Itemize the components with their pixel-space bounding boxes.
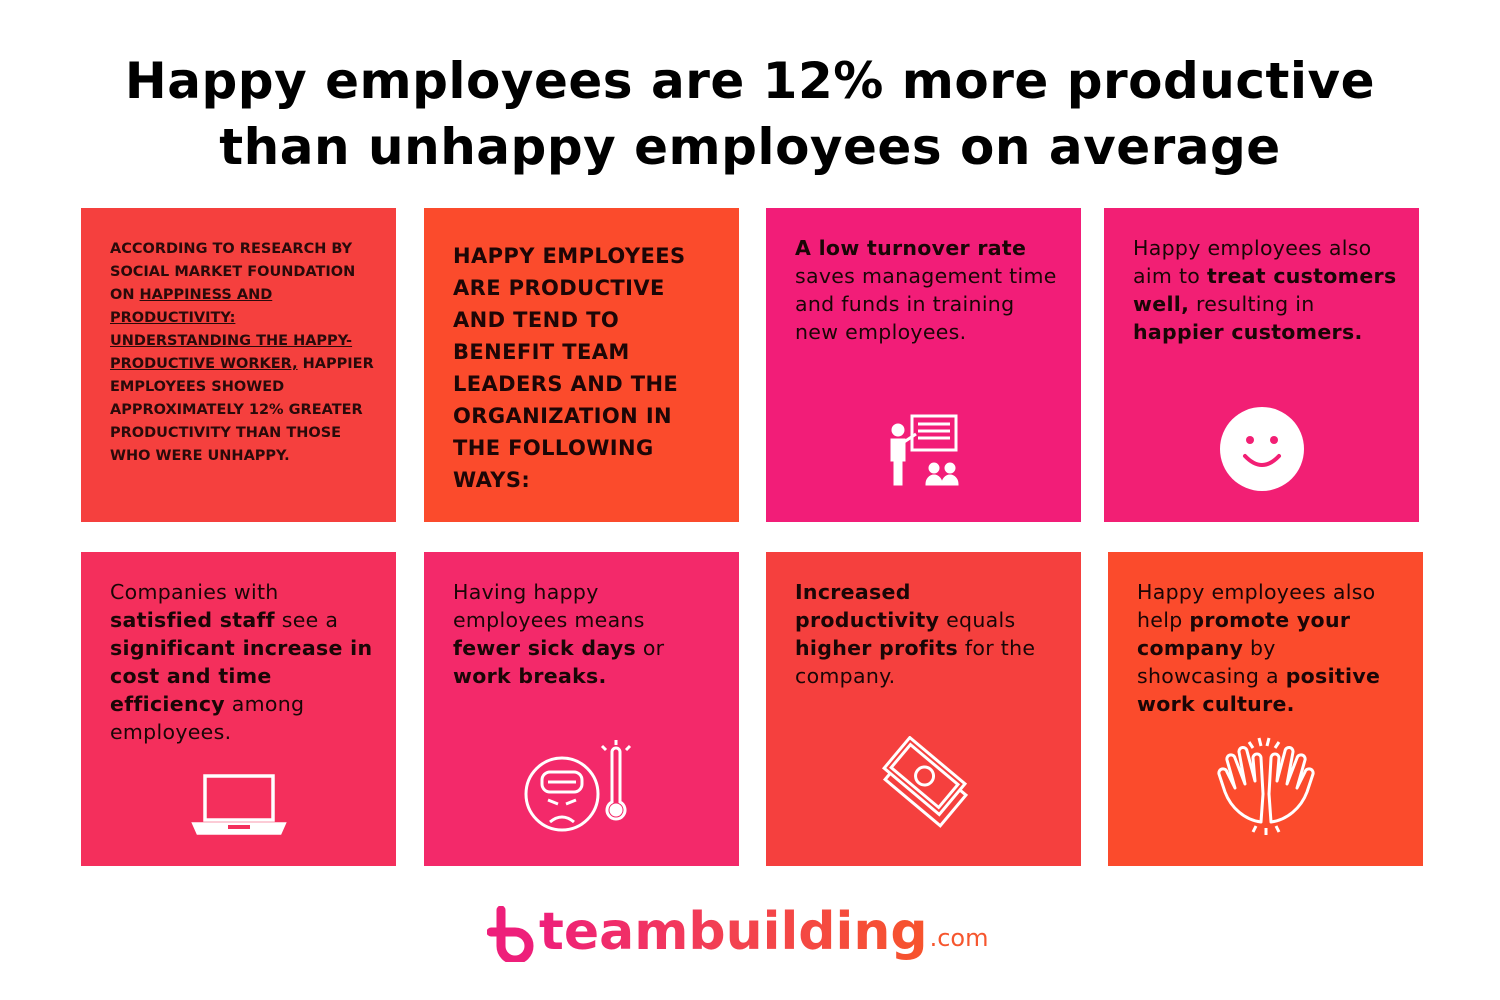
card-text-segment: see a <box>274 608 339 632</box>
highlight-text: promote your company <box>1137 608 1351 660</box>
page-title: Happy employees are 12% more productive … <box>0 48 1500 180</box>
highlight-text: higher profits <box>795 636 959 660</box>
logo-suffix: .com <box>929 924 989 952</box>
card-text: Happy employees also aim to treat custom… <box>1133 234 1397 346</box>
card-text: Happy employees also help promote your c… <box>1137 578 1401 718</box>
card-text: Companies with satisfied staff see a sig… <box>110 578 374 746</box>
card-text-segment: HAPPIER EMPLOYEES SHOWED APPROXIMATELY 1… <box>110 356 374 464</box>
card-text-segment: resulting in <box>1189 292 1315 316</box>
card-text-segment: Happy employees also aim to <box>1133 236 1372 288</box>
info-card: Having happy employees means fewer sick … <box>424 552 739 866</box>
sick-thermometer-icon <box>424 736 739 836</box>
highlight-text: fewer sick days <box>453 636 637 660</box>
card-text: HAPPY EMPLOYEES ARE PRODUCTIVE AND TEND … <box>453 240 717 496</box>
card-text-segment: Happy employees also help <box>1137 580 1376 632</box>
high-five-icon <box>1108 736 1423 836</box>
highlight-text: A low turnover rate <box>795 236 1027 260</box>
card-text: A low turnover rate saves management tim… <box>795 234 1059 346</box>
card-text-segment: saves management time and funds in train… <box>795 264 1057 344</box>
info-card: Happy employees also help promote your c… <box>1108 552 1423 866</box>
info-card: A low turnover rate saves management tim… <box>766 208 1081 522</box>
info-card: Increased productivity equals higher pro… <box>766 552 1081 866</box>
card-text: ACCORDING TO RESEARCH BY SOCIAL MARKET F… <box>110 238 374 468</box>
logo-mark-icon <box>487 906 534 962</box>
highlight-text: satisfied staff <box>110 608 275 632</box>
card-text-segment: by showcasing a <box>1137 636 1286 688</box>
card-text-segment: Companies with <box>110 580 279 604</box>
card-text-segment: Having happy employees means <box>453 580 645 632</box>
info-card: HAPPY EMPLOYEES ARE PRODUCTIVE AND TEND … <box>424 208 739 522</box>
info-card: ACCORDING TO RESEARCH BY SOCIAL MARKET F… <box>81 208 396 522</box>
card-text-segment: equals <box>939 608 1016 632</box>
money-icon <box>766 736 1081 836</box>
highlight-text: treat customers well, <box>1133 264 1397 316</box>
card-text-segment: among employees. <box>110 692 305 744</box>
highlight-text: significant increase in cost and time ef… <box>110 636 373 716</box>
card-text-segment: or <box>636 636 665 660</box>
card-text-segment: HAPPY EMPLOYEES ARE PRODUCTIVE AND TEND … <box>453 244 686 492</box>
title-line-2: than unhappy employees on average <box>219 118 1281 176</box>
highlight-text: Increased productivity <box>795 580 940 632</box>
source-link[interactable]: HAPPINESS AND PRODUCTIVITY: UNDERSTANDIN… <box>110 287 353 372</box>
highlight-text: work breaks. <box>453 664 607 688</box>
card-text-segment: ACCORDING TO RESEARCH BY SOCIAL MARKET F… <box>110 241 356 303</box>
logo-word: teambuilding <box>539 902 928 962</box>
laptop-icon <box>81 772 396 836</box>
teambuilding-logo: teambuilding .com <box>487 882 988 962</box>
highlight-text: happier customers. <box>1133 320 1363 344</box>
card-text: Increased productivity equals higher pro… <box>795 578 1059 690</box>
presentation-icon <box>766 412 1081 492</box>
smiley-icon <box>1104 406 1419 492</box>
card-text: Having happy employees means fewer sick … <box>453 578 717 690</box>
title-line-1: Happy employees are 12% more productive <box>124 52 1376 110</box>
info-card: Companies with satisfied staff see a sig… <box>81 552 396 866</box>
card-text-segment: for the company. <box>795 636 1036 688</box>
info-card: Happy employees also aim to treat custom… <box>1104 208 1419 522</box>
highlight-text: positive work culture. <box>1137 664 1381 716</box>
